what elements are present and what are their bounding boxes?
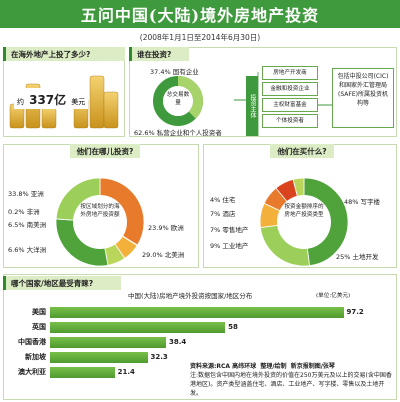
bar-3 bbox=[50, 352, 148, 363]
bar-2 bbox=[50, 337, 166, 348]
bar-value-2: 38.4 bbox=[168, 338, 187, 346]
bar-value-1: 58 bbox=[228, 323, 238, 331]
title-banner bbox=[0, 0, 400, 28]
q3-seg-africa: 0.2% 非洲 bbox=[8, 208, 40, 216]
q1-amount-value: 337亿 bbox=[29, 93, 67, 107]
q3-seg-oceania: 6.6% 大洋洲 bbox=[8, 246, 47, 254]
bar-label-2: 中国香港 bbox=[18, 338, 46, 346]
q3-seg-europe: 23.9% 欧洲 bbox=[148, 224, 184, 232]
q4-question: 他们在买什么? bbox=[270, 144, 334, 158]
bar-label-0: 美国 bbox=[32, 308, 46, 316]
q4-seg-office: 48% 写字楼 bbox=[344, 198, 381, 206]
q1-amount: 约 337亿 美元 bbox=[14, 88, 89, 109]
source-line: 资料来源:RCA 高纬环球 整理/绘制 新京报制图/张琴 bbox=[190, 363, 335, 370]
q3-seg-north-america: 29.0% 北美洲 bbox=[142, 251, 185, 259]
q2-donut bbox=[153, 76, 203, 126]
q2-panel bbox=[129, 47, 397, 137]
q4-seg-land: 25% 土地开发 bbox=[336, 253, 379, 261]
q4-center-label: 按资金额排序的房地产投资类型 bbox=[284, 204, 324, 218]
bar-value-3: 32.3 bbox=[150, 353, 168, 361]
q4-seg-hotel: 7% 酒店 bbox=[210, 210, 236, 218]
connector-lines bbox=[234, 72, 259, 136]
q3-center-label: 按区域划分的海外房地产投资额 bbox=[80, 204, 120, 218]
bar-4 bbox=[50, 367, 115, 378]
q4-seg-retail: 7% 零售地产 bbox=[210, 226, 249, 234]
q2-private-pct: 62.6% 私营企业和个人投资者 bbox=[134, 129, 222, 137]
investor-label: 投资主体 bbox=[246, 76, 258, 136]
q5-panel bbox=[3, 274, 397, 400]
sovereign-note: 包括中投公司(CIC)和国家外汇管理局(SAFE)所属投资机构等 bbox=[332, 68, 394, 128]
investor-type-developer: 房地产开发商 bbox=[262, 66, 318, 80]
investor-type-financial: 金融和投资企业 bbox=[262, 82, 318, 96]
bar-label-4: 澳大利亚 bbox=[18, 368, 46, 376]
bar-label-3: 新加坡 bbox=[25, 353, 46, 361]
q2-center-label: 总交易数量 bbox=[166, 92, 190, 106]
q5-question: 哪个国家/地区最受青睐? bbox=[3, 276, 121, 290]
arrow-line bbox=[318, 104, 332, 106]
q4-seg-industrial: 9% 工业地产 bbox=[210, 242, 249, 250]
q3-question: 他们在哪儿投资? bbox=[70, 144, 140, 158]
q2-question: 谁在投资? bbox=[129, 47, 189, 61]
q1-question: 在海外地产上投了多少? bbox=[3, 47, 125, 61]
q3-donut bbox=[55, 177, 145, 267]
investor-type-individual: 个体投资者 bbox=[262, 114, 318, 128]
bar-1 bbox=[50, 322, 226, 333]
q4-seg-residential: 4% 住宅 bbox=[210, 196, 236, 204]
q4-donut bbox=[259, 177, 349, 267]
bar-label-1: 英国 bbox=[32, 323, 46, 331]
bar-value-0: 97.2 bbox=[346, 308, 364, 316]
bar-value-4: 21.4 bbox=[117, 368, 135, 376]
page-subtitle: (2008年1月1日至2014年6月30日) bbox=[139, 33, 261, 42]
q2-state-pct: 37.4% 国有企业 bbox=[150, 68, 199, 76]
page-title: 五问中国(大陆)境外房地产投资 bbox=[80, 6, 320, 25]
bar-0 bbox=[50, 307, 344, 318]
investor-type-sovereign: 主权财富基金 bbox=[262, 98, 318, 112]
q5-unit: (单位:亿美元) bbox=[316, 293, 351, 299]
q3-seg-asia: 33.8% 亚洲 bbox=[8, 190, 44, 198]
q5-chart-title: 中国(大陆)房地产境外投资按国家/地区分布 bbox=[128, 292, 253, 300]
q3-seg-south-america: 6.5% 南美洲 bbox=[8, 221, 47, 229]
source-note: 注:数据包含中国内地在境外投资的价值在250万美元及以上的交易(含中国香港地区)… bbox=[190, 372, 392, 397]
